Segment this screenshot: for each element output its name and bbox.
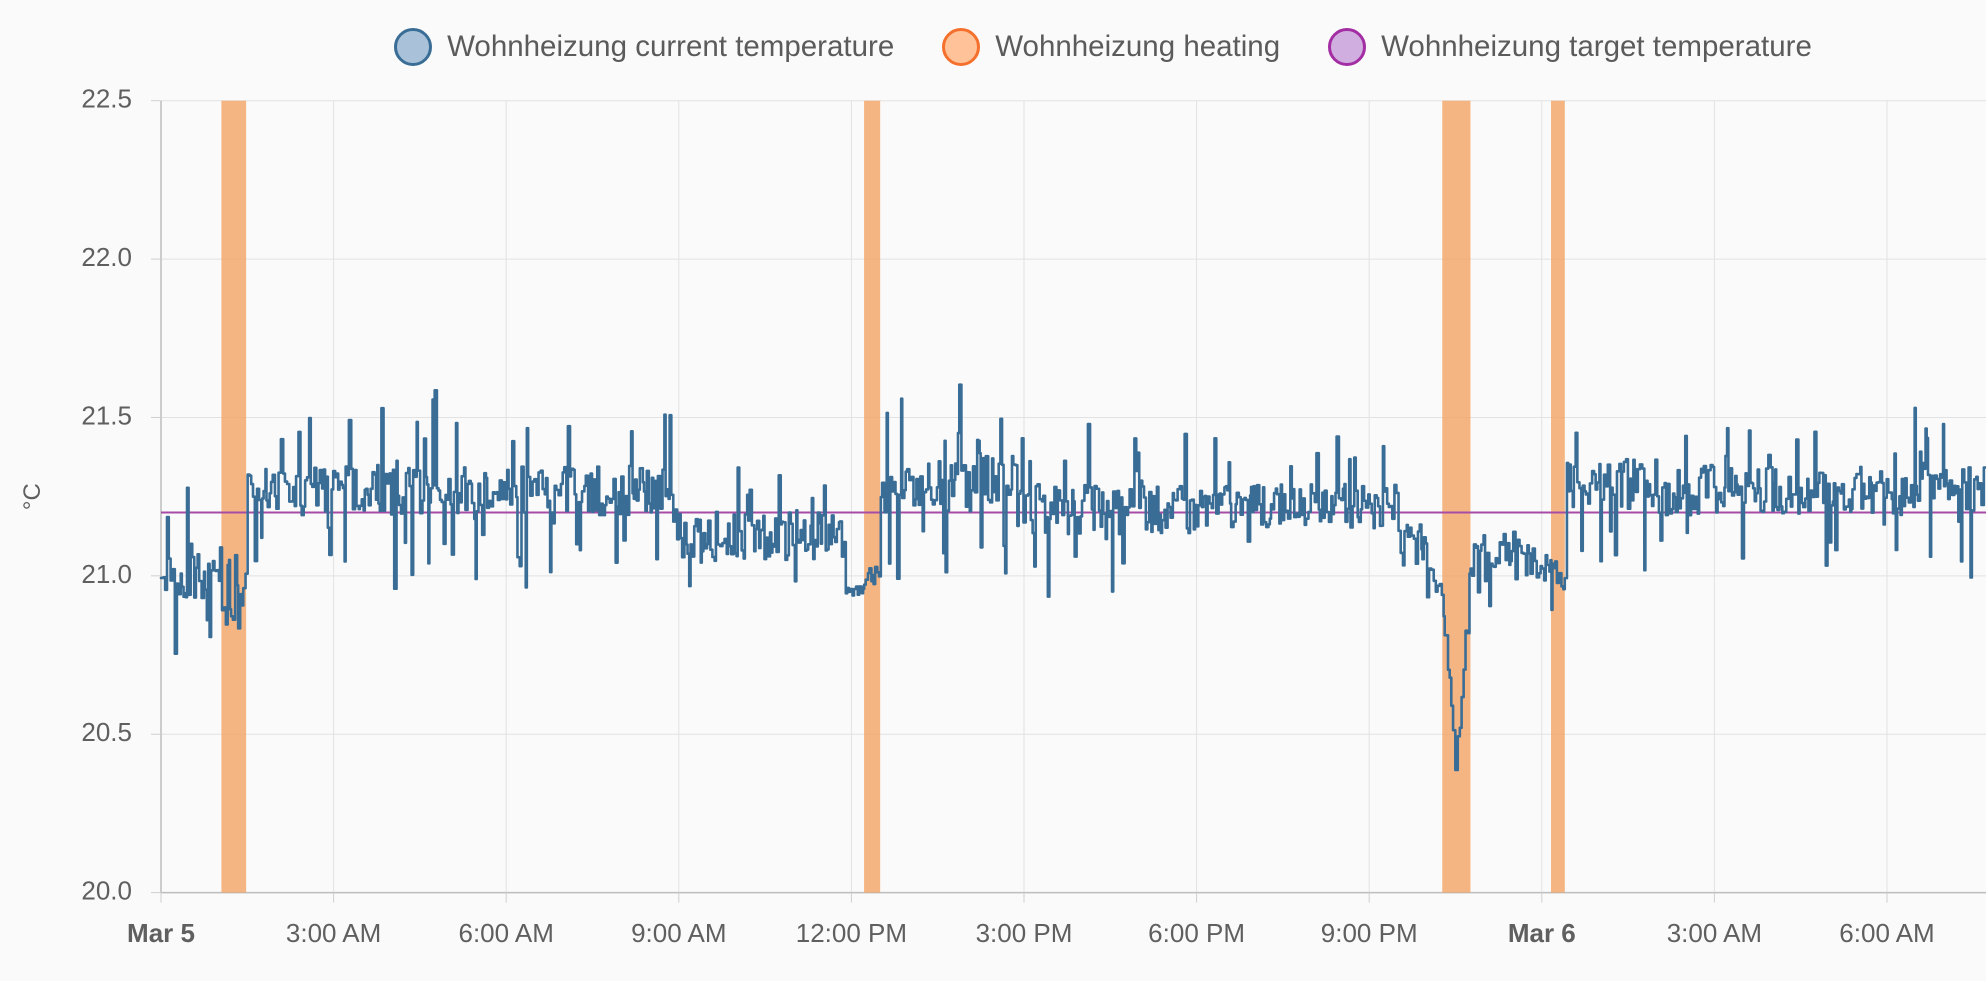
svg-text:6:00 PM: 6:00 PM — [1148, 918, 1245, 948]
svg-text:3:00 PM: 3:00 PM — [976, 918, 1073, 948]
svg-text:9:00 PM: 9:00 PM — [1321, 918, 1418, 948]
svg-text:3:00 AM: 3:00 AM — [286, 918, 381, 948]
svg-text:Mar 6: Mar 6 — [1508, 918, 1576, 948]
svg-text:21.0: 21.0 — [81, 559, 132, 589]
svg-text:3:00 AM: 3:00 AM — [1667, 918, 1762, 948]
svg-text:9:00 AM: 9:00 AM — [631, 918, 726, 948]
svg-text:12:00 PM: 12:00 PM — [796, 918, 907, 948]
svg-text:22.5: 22.5 — [81, 84, 132, 114]
svg-text:6:00 AM: 6:00 AM — [1839, 918, 1934, 948]
svg-text:20.5: 20.5 — [81, 717, 132, 747]
svg-text:Mar 5: Mar 5 — [127, 918, 195, 948]
svg-text:6:00 AM: 6:00 AM — [458, 918, 553, 948]
svg-text:21.5: 21.5 — [81, 400, 132, 430]
svg-text:°C: °C — [19, 483, 46, 510]
svg-text:20.0: 20.0 — [81, 876, 132, 906]
svg-text:22.0: 22.0 — [81, 242, 132, 272]
